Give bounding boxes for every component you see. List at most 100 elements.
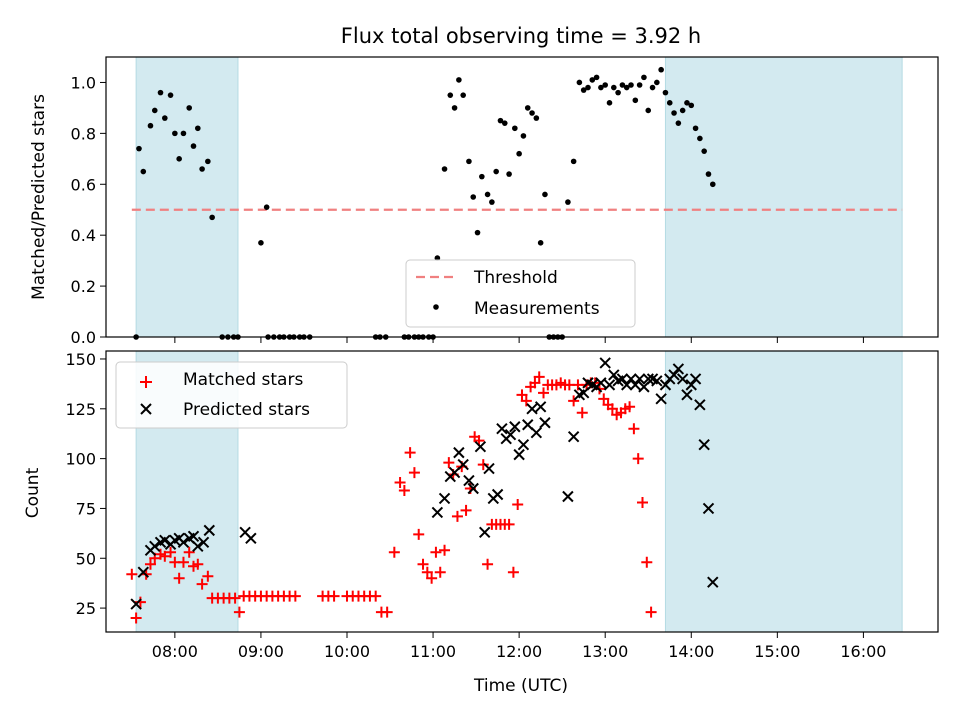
x-tick-label: 08:00: [152, 642, 198, 661]
measurement-point: [162, 115, 168, 121]
measurement-point: [649, 84, 656, 91]
matched-stars-point: [159, 550, 171, 562]
predicted-stars-point: [681, 389, 693, 401]
measurement-point: [585, 84, 591, 91]
measurement-point: [636, 82, 643, 88]
measurement-point: [205, 158, 211, 165]
matched-stars-point: [183, 546, 195, 558]
measurement-point: [516, 150, 522, 157]
matched-stars-point: [370, 590, 382, 602]
measurement-point: [136, 145, 142, 152]
legend-measurements-swatch: [433, 304, 439, 310]
predicted-stars-point: [633, 373, 646, 385]
predicted-stars-point: [651, 375, 663, 387]
y-tick-label: 0.4: [71, 226, 96, 245]
measurement-point: [451, 105, 458, 111]
predicted-stars-point: [689, 373, 702, 385]
measurement-point: [580, 87, 587, 93]
matched-stars-point: [520, 395, 532, 407]
measurement-point: [176, 156, 182, 162]
measurement-point: [675, 120, 682, 126]
y-tick-label: 100: [65, 450, 96, 469]
predicted-stars-point: [149, 540, 161, 553]
measurement-point: [602, 82, 608, 88]
matched-stars-point: [417, 558, 429, 570]
measurement-point: [180, 130, 187, 137]
legend-predicted-swatch: [140, 403, 152, 415]
predicted-stars-point: [245, 532, 257, 545]
matched-stars-point: [229, 592, 241, 604]
measurement-point: [147, 122, 154, 129]
predicted-stars-point: [672, 363, 685, 375]
legend-predicted-label: Predicted stars: [183, 400, 310, 420]
measurement-point: [641, 74, 647, 81]
predicted-stars-point: [642, 373, 654, 385]
measurement-point: [195, 125, 201, 132]
measurement-point: [167, 92, 174, 98]
y-tick-label: 150: [65, 350, 96, 369]
y-tick-label: 0.8: [71, 124, 96, 143]
predicted-stars-point: [603, 379, 616, 391]
x-axis-label: Time (UTC): [473, 676, 568, 696]
measurement-point: [441, 166, 448, 172]
bottom-panel: 25 50 75 100 125 150 08:00 09:00 10:00 11:00 12:00…: [65, 350, 939, 661]
measurement-point: [151, 107, 158, 114]
matched-stars-point: [430, 546, 442, 558]
chart-title: Flux total observing time = 3.92 h: [341, 24, 701, 48]
legend: Threshold Measurements: [405, 259, 636, 328]
measurement-point: [623, 84, 630, 91]
legend-measurements-label: Measurements: [474, 299, 600, 319]
y-tick-label: 0.2: [71, 277, 96, 296]
matched-stars-point: [538, 387, 550, 399]
matched-stars-point: [426, 572, 438, 584]
legend-matched-swatch: [140, 376, 152, 388]
measurement-point: [474, 229, 481, 236]
measurement-point: [501, 120, 508, 126]
measurement-point: [520, 133, 527, 139]
matched-stars-point: [443, 457, 455, 469]
matched-stars-point: [460, 504, 472, 516]
predicted-stars-point: [130, 598, 142, 610]
predicted-stars-point: [659, 379, 672, 391]
predicted-stars-point: [629, 379, 642, 391]
predicted-stars-point: [463, 474, 475, 487]
measurement-point: [697, 135, 703, 142]
predicted-stars-point: [187, 530, 200, 543]
matched-stars-point: [641, 556, 653, 568]
matched-stars-point: [624, 401, 636, 413]
measurement-point: [489, 199, 495, 205]
measurement-point: [479, 173, 485, 180]
measurement-point: [606, 100, 613, 106]
measurement-point: [576, 79, 583, 86]
measurement-point: [157, 89, 164, 96]
predicted-stars-point: [483, 462, 495, 475]
top-panel: 0.0 0.2 0.4 0.6 0.8 1.0 Threshold Measurements: [71, 56, 939, 347]
measurement-point: [506, 171, 512, 177]
measurement-point: [589, 77, 596, 83]
measurement-point: [258, 240, 264, 246]
measurement-point: [570, 158, 577, 165]
matched-stars-point: [628, 423, 640, 435]
x-tick-label: 14:00: [668, 642, 714, 661]
matched-stars-point: [404, 447, 416, 459]
x-tick-label: 16:00: [840, 642, 886, 661]
measurement-point: [497, 117, 504, 124]
measurement-point: [701, 148, 707, 154]
predicted-stars-point: [668, 369, 680, 381]
predicted-stars-point: [530, 427, 543, 439]
shaded-span: [664, 350, 903, 633]
measurement-point: [190, 143, 197, 149]
predicted-stars-point: [491, 488, 504, 501]
measurement-point: [470, 194, 477, 200]
measurement-point: [615, 89, 621, 96]
measurement-point: [524, 105, 531, 111]
measurement-point: [632, 97, 639, 104]
matched-stars-point: [421, 566, 433, 578]
y-axis-label-bottom: Count: [23, 467, 43, 518]
shaded-span: [135, 56, 239, 338]
matched-stars-point: [126, 568, 138, 580]
measurement-point: [692, 125, 699, 132]
predicted-stars-point: [685, 379, 697, 391]
matched-stars-point: [632, 453, 644, 465]
